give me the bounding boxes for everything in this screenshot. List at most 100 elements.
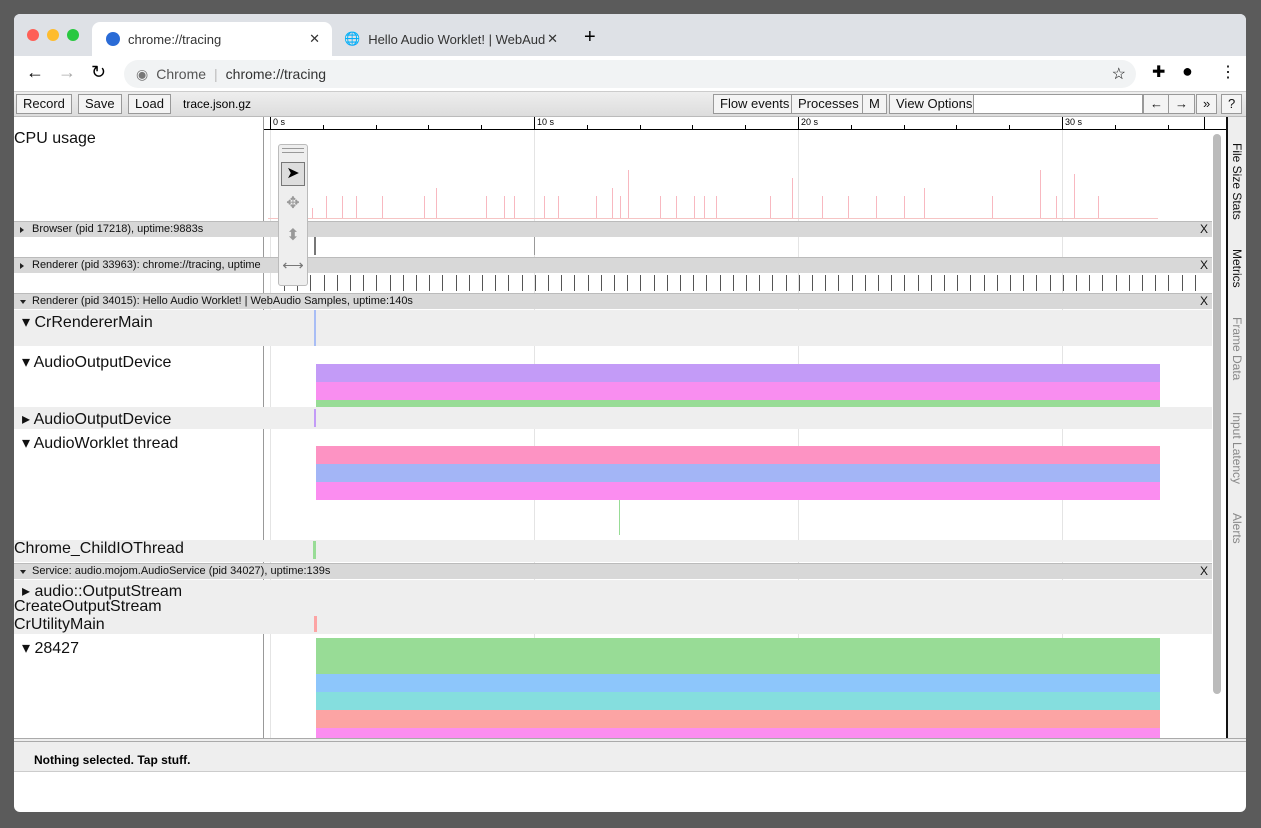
event-tick — [680, 275, 681, 291]
tab-input-latency[interactable]: Input Latency — [1230, 412, 1244, 485]
menu-icon[interactable]: ⋮ — [1220, 64, 1236, 81]
ruler-label: 0 s — [273, 117, 286, 127]
event-tick — [1010, 275, 1011, 291]
tab-alerts[interactable]: Alerts — [1230, 513, 1244, 544]
profile-icon[interactable]: ● — [1182, 61, 1193, 81]
thread-audioworklet[interactable]: ▾ AudioWorklet thread — [22, 435, 179, 452]
metadata-button[interactable]: M — [862, 94, 887, 114]
cpu-spike — [486, 196, 487, 218]
scrollbar[interactable] — [1213, 134, 1221, 694]
slice[interactable] — [316, 382, 1160, 400]
close-process-button[interactable]: X — [1199, 222, 1208, 236]
slice[interactable] — [314, 616, 317, 632]
divider: | — [214, 66, 218, 82]
slice[interactable] — [313, 541, 316, 559]
thread-audiooutputdevice[interactable]: ▾ AudioOutputDevice — [22, 354, 172, 371]
ruler-tick — [375, 125, 377, 130]
ruler-tick — [534, 117, 535, 130]
close-window-button[interactable] — [27, 29, 39, 41]
thread-crutilitymain[interactable]: CrUtilityMain — [14, 616, 105, 633]
event-tick — [456, 275, 457, 291]
process-header-renderer-audio[interactable]: Renderer (pid 34015): Hello Audio Workle… — [14, 293, 1212, 309]
slice[interactable] — [316, 710, 1160, 728]
timeline-view[interactable]: 0 s 10 s 20 s 30 s CPU usage Browser (pid 1… — [14, 117, 1226, 738]
close-process-button[interactable]: X — [1199, 294, 1208, 308]
close-tab-icon[interactable]: ✕ — [309, 31, 320, 46]
maximize-window-button[interactable] — [67, 29, 79, 41]
slice[interactable] — [619, 500, 620, 535]
time-ruler[interactable]: 0 s 10 s 20 s 30 s — [264, 117, 1226, 130]
expand-button[interactable]: » — [1196, 94, 1218, 114]
slice[interactable] — [316, 446, 1160, 464]
new-tab-button[interactable]: + — [584, 26, 596, 48]
thread-label: audio::OutputStream — [34, 583, 183, 600]
omnibox[interactable]: ◉ Chrome | chrome://tracing ☆ — [124, 60, 1136, 88]
event-tick — [865, 275, 866, 291]
tab-frame-data[interactable]: Frame Data — [1230, 317, 1244, 381]
event-tick — [416, 275, 417, 291]
slice[interactable] — [316, 692, 1160, 710]
slice[interactable] — [314, 310, 316, 346]
selection-mode-icon[interactable]: ➤ — [281, 162, 305, 186]
forward-icon[interactable]: → — [58, 62, 76, 82]
thread-create-output-stream[interactable]: CreateOutputStream — [14, 598, 162, 615]
extensions-icon[interactable]: ✚ — [1152, 64, 1166, 81]
process-header-audio-service[interactable]: Service: audio.mojom.AudioService (pid 3… — [14, 563, 1212, 579]
thread-childio[interactable]: Chrome_ChildIOThread — [14, 540, 184, 557]
close-process-button[interactable]: X — [1199, 258, 1208, 272]
cpu-spike — [342, 196, 343, 218]
thread-audiooutputdevice-collapsed[interactable]: ▸ AudioOutputDevice — [22, 411, 172, 428]
chrome-icon: ◉ — [136, 65, 149, 82]
event-tick — [561, 275, 562, 291]
event-tick — [376, 275, 377, 291]
zoom-mode-icon[interactable]: ⬍ — [286, 227, 300, 244]
thread-crrenderermain[interactable]: ▾ CrRendererMain — [22, 314, 153, 331]
flow-events-button[interactable]: Flow events — [713, 94, 797, 114]
pan-mode-icon[interactable]: ✥ — [286, 195, 300, 212]
slice[interactable] — [316, 638, 1160, 674]
slice[interactable] — [316, 464, 1160, 482]
cpu-spike — [424, 196, 425, 218]
slice[interactable] — [314, 409, 316, 427]
find-next-button[interactable]: → — [1168, 94, 1195, 114]
record-button[interactable]: Record — [16, 94, 72, 114]
event-tick — [601, 275, 602, 291]
close-process-button[interactable]: X — [1199, 564, 1208, 578]
event-tick — [733, 275, 734, 291]
slice[interactable] — [316, 728, 1160, 738]
slice[interactable] — [316, 364, 1160, 382]
close-tab-icon[interactable]: ✕ — [547, 31, 558, 46]
thread-label: 28427 — [34, 640, 79, 657]
thread-label: AudioOutputDevice — [33, 411, 172, 428]
tab-metrics[interactable]: Metrics — [1230, 249, 1244, 288]
minimize-window-button[interactable] — [47, 29, 59, 41]
view-options-button[interactable]: View Options — [889, 94, 980, 114]
process-header-browser[interactable]: Browser (pid 17218), uptime:9883s X — [14, 221, 1212, 237]
help-button[interactable]: ? — [1221, 94, 1243, 114]
event-tick — [746, 275, 747, 291]
search-input[interactable] — [973, 94, 1143, 114]
timing-mode-icon[interactable]: ⟷ — [282, 257, 304, 274]
slice[interactable] — [316, 482, 1160, 500]
processes-button[interactable]: Processes — [791, 94, 866, 114]
thread-output-stream[interactable]: ▸ audio::OutputStream — [22, 583, 183, 600]
reload-icon[interactable]: ↻ — [91, 62, 107, 82]
tab-audio-worklet[interactable]: 🌐 Hello Audio Worklet! | WebAud ✕ — [334, 22, 570, 56]
find-prev-button[interactable]: ← — [1143, 94, 1170, 114]
slice[interactable] — [316, 674, 1160, 692]
event-tick — [799, 275, 800, 291]
thread-28427[interactable]: ▾ 28427 — [22, 640, 79, 657]
grid-line — [1062, 130, 1063, 738]
cpu-spike — [1040, 170, 1041, 218]
star-icon[interactable]: ☆ — [1111, 66, 1126, 83]
drag-handle[interactable] — [282, 148, 304, 153]
mouse-mode-palette: ➤ ✥ ⬍ ⟷ — [278, 144, 308, 286]
save-button[interactable]: Save — [78, 94, 122, 114]
tab-file-size-stats[interactable]: File Size Stats — [1230, 143, 1244, 220]
load-button[interactable]: Load — [128, 94, 171, 114]
process-header-renderer-tracing[interactable]: Renderer (pid 33963): chrome://tracing, … — [14, 257, 1212, 273]
ruler-tick — [692, 125, 694, 130]
cpu-spike — [436, 188, 437, 218]
tab-tracing[interactable]: chrome://tracing ✕ — [92, 22, 332, 56]
back-icon[interactable]: ← — [26, 62, 44, 82]
